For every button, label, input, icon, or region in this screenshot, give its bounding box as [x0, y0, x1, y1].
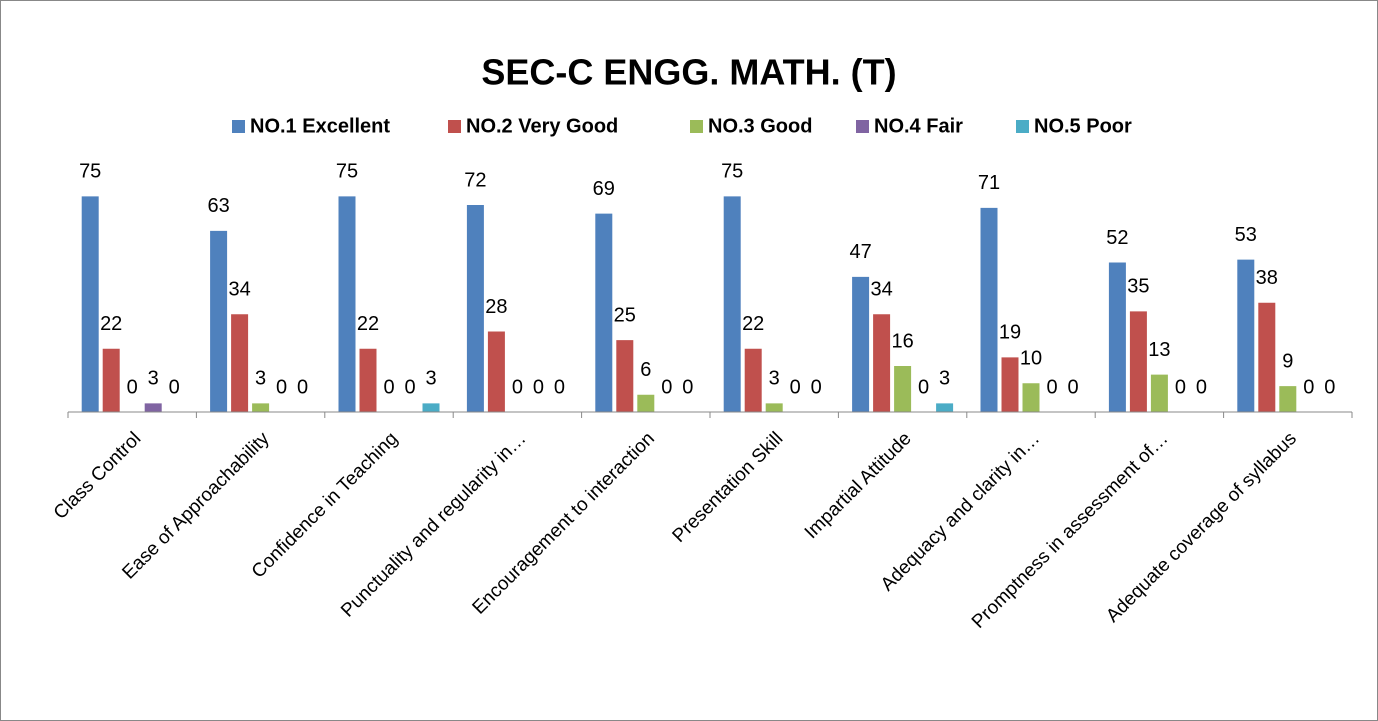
data-label: 47: [849, 241, 871, 263]
bar: [252, 403, 270, 412]
legend-swatch: [856, 120, 869, 133]
data-label: 0: [169, 376, 180, 398]
bar: [81, 196, 99, 412]
data-label: 3: [425, 368, 436, 390]
data-label: 0: [661, 376, 672, 398]
data-label: 72: [464, 169, 486, 191]
bar: [466, 205, 484, 412]
bar: [744, 348, 762, 412]
data-label: 0: [1046, 376, 1057, 398]
bar: [359, 348, 377, 412]
data-label: 19: [999, 322, 1021, 344]
bar: [936, 403, 954, 412]
data-label: 0: [1196, 376, 1207, 398]
bar: [1279, 386, 1297, 412]
bar: [338, 196, 356, 412]
legend-label: NO.4 Fair: [874, 115, 963, 137]
bar: [1001, 357, 1019, 412]
data-label: 3: [255, 368, 266, 390]
bar: [422, 403, 440, 412]
bar: [765, 403, 783, 412]
chart-title: SEC-C ENGG. MATH. (T): [481, 52, 896, 93]
data-label: 0: [790, 376, 801, 398]
data-label: 0: [127, 376, 138, 398]
data-label: 28: [485, 296, 507, 318]
data-label: 0: [383, 376, 394, 398]
bar: [1108, 262, 1126, 412]
bar: [1150, 374, 1168, 412]
bar: [231, 314, 249, 412]
data-label: 6: [640, 359, 651, 381]
data-label: 69: [593, 178, 615, 200]
data-label: 3: [939, 368, 950, 390]
data-label: 10: [1020, 348, 1042, 370]
data-label: 75: [336, 161, 358, 183]
bar: [1022, 383, 1040, 412]
data-label: 75: [721, 161, 743, 183]
data-label: 0: [682, 376, 693, 398]
legend-swatch: [448, 120, 461, 133]
bar: [852, 276, 870, 412]
data-label: 0: [1175, 376, 1186, 398]
legend-label: NO.1 Excellent: [250, 115, 390, 137]
data-label: 35: [1127, 276, 1149, 298]
data-label: 22: [357, 313, 379, 335]
data-label: 0: [297, 376, 308, 398]
data-label: 34: [870, 279, 892, 301]
bar: [616, 340, 634, 412]
data-label: 9: [1282, 350, 1293, 372]
data-label: 71: [978, 172, 1000, 194]
data-label: 0: [404, 376, 415, 398]
legend-label: NO.5 Poor: [1034, 115, 1132, 137]
data-label: 0: [1067, 376, 1078, 398]
bar: [487, 331, 505, 412]
data-label: 0: [554, 376, 565, 398]
data-label: 25: [614, 304, 636, 326]
data-label: 22: [100, 313, 122, 335]
data-label: 0: [512, 376, 523, 398]
data-label: 53: [1235, 224, 1257, 246]
data-label: 0: [918, 376, 929, 398]
data-label: 22: [742, 313, 764, 335]
data-label: 0: [1324, 376, 1335, 398]
data-label: 75: [79, 161, 101, 183]
bar: [144, 403, 162, 412]
bar: [210, 230, 228, 412]
data-label: 34: [228, 279, 250, 301]
bar: [637, 394, 655, 412]
bar: [723, 196, 741, 412]
data-label: 16: [891, 330, 913, 352]
data-label: 0: [276, 376, 287, 398]
bar: [873, 314, 891, 412]
bar: [980, 207, 998, 412]
data-label: 0: [811, 376, 822, 398]
bar: [1237, 259, 1255, 412]
bar: [1129, 311, 1147, 412]
data-label: 3: [769, 368, 780, 390]
legend-swatch: [1016, 120, 1029, 133]
data-label: 3: [148, 368, 159, 390]
legend-swatch: [690, 120, 703, 133]
bar: [102, 348, 120, 412]
data-label: 0: [533, 376, 544, 398]
legend-label: NO.3 Good: [708, 115, 812, 137]
data-label: 38: [1256, 267, 1278, 289]
legend-label: NO.2 Very Good: [466, 115, 618, 137]
legend-swatch: [232, 120, 245, 133]
data-label: 63: [207, 195, 229, 217]
data-label: 52: [1106, 227, 1128, 249]
data-label: 13: [1148, 339, 1170, 361]
bar: [1258, 302, 1276, 412]
bar: [595, 213, 613, 412]
bar: [894, 366, 912, 412]
data-label: 0: [1303, 376, 1314, 398]
